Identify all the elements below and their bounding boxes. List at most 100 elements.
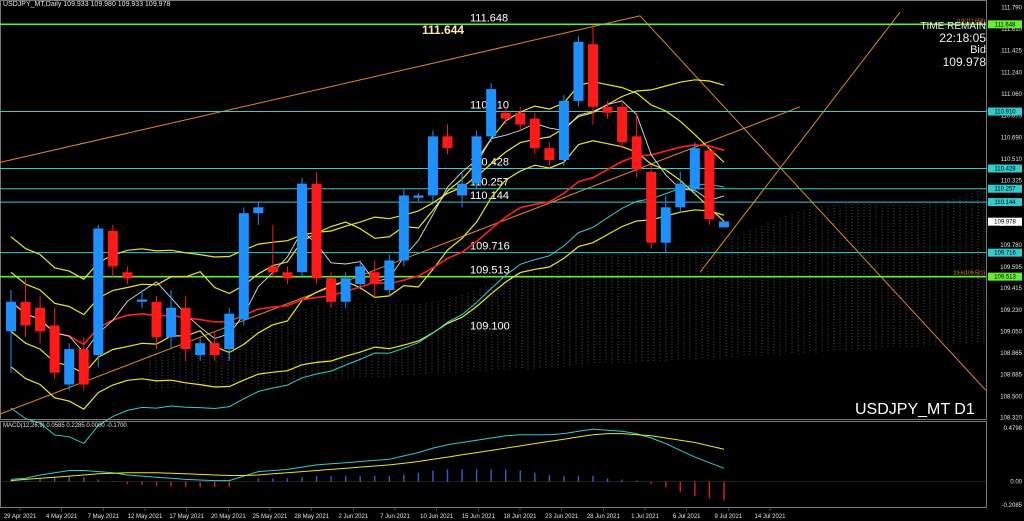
macd-signal-line (10, 433, 725, 482)
candle-5 (78, 337, 89, 391)
date-label: 6 Jul 2021 (673, 514, 701, 520)
symbol-timeframe-label: USDJPY_MT D1 (855, 401, 975, 418)
candle-body (209, 343, 220, 355)
macd-panel-border (0, 421, 987, 508)
candle-3 (49, 307, 60, 379)
fib-bottom-label: 23.6(109.521) (954, 271, 985, 277)
price-tag (988, 272, 1022, 281)
candle-body (253, 207, 264, 214)
candle-36 (529, 112, 540, 155)
candle-body (20, 301, 31, 326)
candle-45 (660, 195, 671, 253)
date-label: 10 Jun 2021 (420, 514, 454, 520)
symbol-header: USDJPY_MT,Daily 109.933 109.980 109.933 … (3, 1, 171, 8)
candle-29 (427, 130, 438, 202)
trend-down-line (639, 15, 987, 391)
candle-15 (224, 307, 235, 361)
candle-40 (588, 25, 598, 125)
candle-35 (515, 106, 526, 131)
price-tag-label: 109.513 (994, 275, 1016, 281)
date-label: 9 Jul 2021 (714, 514, 742, 520)
date-label: 7 Jun 2021 (380, 514, 410, 520)
date-axis: 29 Apr 2021 4 May 2021 7 May 2021 12 May 20… (4, 507, 786, 520)
candle-body (384, 260, 395, 290)
date-label: 28 Jun 2021 (587, 514, 621, 520)
red-ma-line (10, 143, 725, 346)
level-label-110.144: 110.144 (470, 190, 509, 202)
candle-16 (238, 207, 249, 326)
price-tag-label: 110.144 (994, 200, 1016, 206)
price-tag (988, 198, 1022, 207)
candle-body (35, 307, 46, 332)
price-tick-label: 108.685 (1000, 373, 1022, 379)
price-tag-label: 110.910 (994, 110, 1016, 116)
date-label: 15 Jun 2021 (462, 514, 496, 520)
timer-panel: TIME REMAIN 22:18:05 Bid 109.978 (910, 21, 986, 68)
candle-body (297, 183, 307, 273)
current-price-tag-label: 109.978 (994, 220, 1016, 226)
price-tick-label: 108.320 (1000, 416, 1022, 422)
price-tick-label: 111.060 (1001, 92, 1022, 98)
envelope-lower (10, 140, 725, 375)
price-tick-label: 110.690 (1001, 136, 1023, 142)
candle-9 (136, 290, 147, 308)
candle-body (340, 278, 351, 302)
candle-14 (209, 331, 220, 361)
bollinger-lower-band (10, 209, 725, 410)
date-label: 2 Jun 2021 (338, 514, 368, 520)
candle-body (195, 343, 206, 355)
date-label: 29 Apr 2021 (4, 514, 37, 520)
candle-body (646, 171, 657, 243)
price-tick-label: 111.425 (1001, 49, 1022, 55)
candle-body (442, 136, 453, 149)
candle-body (500, 112, 511, 119)
candle-body (529, 118, 540, 149)
macd-histogram (10, 469, 725, 501)
price-tag (988, 248, 1022, 257)
date-label: 12 May 2021 (128, 514, 163, 520)
candle-body (718, 221, 729, 228)
price-axis: 111.790 111.610 111.425 111.240 111.060 110.8… (988, 6, 1023, 422)
candle-4 (64, 343, 75, 391)
candle-2 (35, 295, 46, 344)
macd-label: MACD(12,26,9) 0.0585 0.2285 0.0000 -0.17… (3, 423, 127, 429)
candle-body (558, 100, 569, 160)
candle-body (180, 307, 191, 350)
date-label: 17 May 2021 (169, 514, 204, 520)
macd-tick-label: -0.2085 (1002, 503, 1023, 509)
bollinger-upper-band (10, 79, 725, 280)
candle-body (6, 301, 16, 332)
level-label-111.648: 111.648 (470, 12, 508, 24)
macd-tick-label: 0.00 (1010, 480, 1022, 486)
bid-label: Bid (970, 44, 986, 56)
candle-46 (675, 171, 686, 214)
cyan-ma-line (10, 183, 725, 445)
candle-23 (340, 272, 351, 308)
candle-19 (282, 266, 293, 285)
candle-body (355, 266, 366, 285)
price-tick-label: 110.510 (1001, 157, 1023, 163)
candle-42 (617, 100, 628, 149)
price-tag-label: 111.648 (995, 22, 1016, 28)
candle-body (282, 272, 293, 279)
price-tick-label: 111.240 (1001, 71, 1022, 77)
envelope-upper (10, 81, 725, 316)
price-tick-label: 110.875 (1001, 114, 1023, 120)
candle-22 (326, 272, 337, 308)
candle-30 (442, 124, 453, 155)
price-high-label: 111.644 (422, 23, 465, 37)
candle-0 (6, 290, 16, 373)
candle-body (311, 183, 322, 279)
candle-28 (413, 193, 424, 202)
candle-body (166, 307, 177, 338)
candle-7 (107, 225, 118, 279)
candle-13 (195, 337, 206, 361)
level-label-bottom: 109.100 (470, 320, 510, 332)
trend-up-line (699, 11, 901, 273)
ichimoku-cloud (149, 188, 985, 391)
date-label: 1 Jul 2021 (631, 514, 659, 520)
candle-10 (151, 295, 162, 350)
price-tick-label: 109.230 (1000, 308, 1022, 314)
date-label: 14 Jul 2021 (754, 514, 786, 520)
candle-body (151, 301, 162, 338)
